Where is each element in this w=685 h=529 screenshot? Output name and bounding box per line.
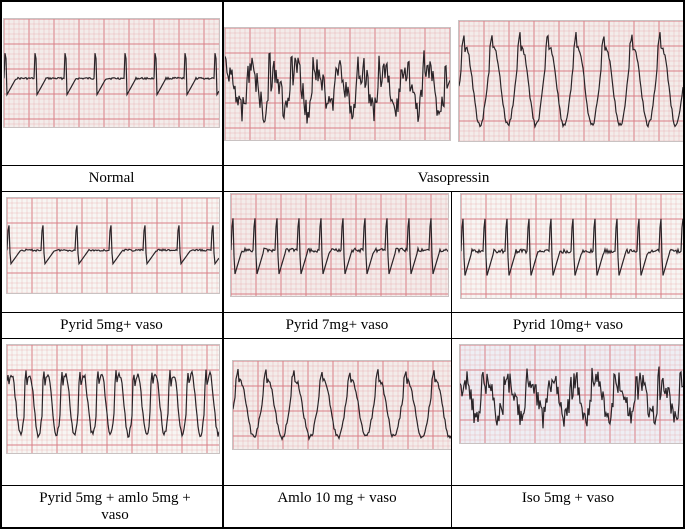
label-iso5: Iso 5mg + vaso xyxy=(521,490,615,506)
label-amlo10: Amlo 10 mg + vaso xyxy=(277,490,397,506)
label-pyrid10: Pyrid 10mg+ vaso xyxy=(512,317,624,333)
ecg-normal-strip xyxy=(4,19,219,127)
ecg-trace xyxy=(233,368,451,442)
ecg-grid xyxy=(4,19,219,127)
label-pyrid5: Pyrid 5mg+ vaso xyxy=(60,317,163,333)
ecg-pyrid-amlo-image xyxy=(6,344,220,454)
ecg-pyrid-amlo-strip xyxy=(7,345,219,453)
ecg-trace xyxy=(460,366,683,429)
ecg-iso5-image xyxy=(459,344,684,444)
ecg-trace xyxy=(4,53,219,97)
ecg-trace xyxy=(231,218,448,275)
label-pyrid-amlo: Pyrid 5mg + amlo 5mg + vaso xyxy=(39,490,191,523)
ecg-pyrid10-image xyxy=(460,193,684,299)
border-left xyxy=(0,0,2,529)
ecg-pyrid5-image xyxy=(6,197,220,294)
ecg-trace xyxy=(225,50,450,124)
ecg-normal-image xyxy=(3,18,220,128)
ecg-amlo10-strip xyxy=(233,361,451,449)
label-pyrid7: Pyrid 7mg+ vaso xyxy=(285,317,389,333)
row-divider-1 xyxy=(0,165,685,166)
label-normal: Normal xyxy=(88,170,135,186)
ecg-grid xyxy=(231,194,448,296)
ecg-vasopressin-image-1 xyxy=(224,27,451,141)
ecg-iso5-strip xyxy=(460,345,683,443)
ecg-vasopressin-image-2 xyxy=(458,20,684,142)
row-divider-5 xyxy=(0,485,685,486)
ecg-trace xyxy=(7,369,219,439)
ecg-amlo10-image xyxy=(232,360,452,450)
border-bottom xyxy=(0,527,685,529)
ecg-pyrid5-strip xyxy=(7,198,219,293)
ecg-trace xyxy=(461,218,683,276)
ecg-vaso-2-strip xyxy=(459,21,683,141)
label-vasopressin: Vasopressin xyxy=(417,170,490,186)
row-divider-4 xyxy=(0,338,685,339)
ecg-trace xyxy=(7,225,219,266)
ecg-trace xyxy=(459,32,683,129)
ecg-vaso-1-strip xyxy=(225,28,450,140)
ecg-pyrid7-strip xyxy=(231,194,448,296)
ecg-pyrid7-image xyxy=(230,193,449,297)
row-divider-2 xyxy=(0,191,685,192)
border-right xyxy=(683,0,685,529)
ecg-pyrid10-strip xyxy=(461,194,683,298)
row-divider-3 xyxy=(0,312,685,313)
col-divider-1 xyxy=(222,0,224,529)
col-divider-2-upper xyxy=(451,191,452,529)
border-top xyxy=(0,0,685,2)
